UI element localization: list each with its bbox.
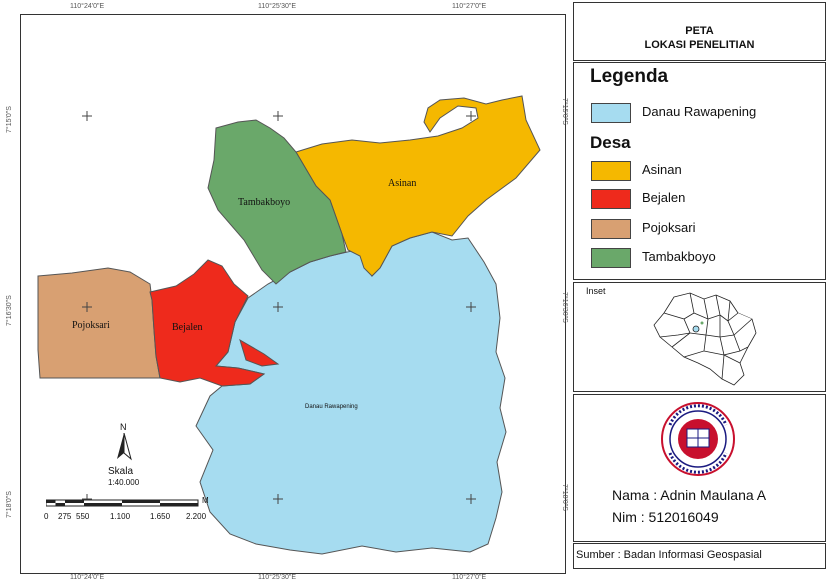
legend-swatch-pojoksari xyxy=(591,219,631,239)
legend-swatch-tambakboyo xyxy=(591,248,631,268)
north-arrow: N xyxy=(112,422,136,464)
label-tambakboyo: Tambakboyo xyxy=(238,197,291,208)
legend-swatch-lake xyxy=(591,103,631,123)
author-nim: Nim : 512016049 xyxy=(612,509,719,525)
graticule xyxy=(82,111,476,504)
title-line-2: LOKASI PENELITIAN xyxy=(644,39,755,51)
scale-ratio: 1:40.000 xyxy=(108,478,140,487)
lake-polygon[interactable] xyxy=(195,231,507,555)
legend-label-asinan: Asinan xyxy=(642,162,682,177)
desa-title: Desa xyxy=(590,133,631,152)
scale-tick-1: 275 xyxy=(58,512,72,521)
north-arrow-icon xyxy=(117,433,132,461)
scale-tick-4: 1.650 xyxy=(150,512,171,521)
bejalen-polygon[interactable] xyxy=(149,259,280,387)
tambakboyo-polygon[interactable] xyxy=(207,119,347,285)
coord-top-2: 110°25'30"E xyxy=(258,3,297,10)
coord-bottom-3: 110°27'0"E xyxy=(452,574,487,581)
university-logo xyxy=(661,402,735,476)
inset-map xyxy=(653,292,757,386)
title-line-1: PETA xyxy=(685,25,714,37)
legend-label-lake: Danau Rawapening xyxy=(642,104,757,119)
inset-label: Inset xyxy=(586,286,606,296)
label-bejalen: Bejalen xyxy=(172,322,203,333)
legend-label-bejalen: Bejalen xyxy=(642,190,686,205)
legend-swatch-asinan xyxy=(591,161,631,181)
scale-tick-3: 1.100 xyxy=(110,512,131,521)
legend-box: Legenda Danau Rawapening Desa Asinan Bej… xyxy=(573,62,826,280)
coord-bottom-2: 110°25'30"E xyxy=(258,574,297,581)
legend-swatch-bejalen xyxy=(591,189,631,209)
source-text: Sumber : Badan Informasi Geospasial xyxy=(576,549,762,561)
scale-tick-5: 2.200 xyxy=(186,512,207,521)
coord-top-3: 110°27'0"E xyxy=(452,3,487,10)
author-name: Nama : Adnin Maulana A xyxy=(612,487,767,503)
north-letter: N xyxy=(120,422,127,432)
title-box: PETA LOKASI PENELITIAN xyxy=(573,2,826,61)
scale-bar xyxy=(46,499,199,507)
map-canvas xyxy=(37,95,541,555)
inset-box: Inset xyxy=(573,282,826,392)
legend-label-pojoksari: Pojoksari xyxy=(642,220,696,235)
legend-title: Legenda xyxy=(590,66,669,87)
scale-unit: M xyxy=(202,496,209,505)
label-pojoksari: Pojoksari xyxy=(72,320,110,331)
label-asinan: Asinan xyxy=(388,178,417,189)
scale-tick-2: 550 xyxy=(76,512,90,521)
asinan-polygon[interactable] xyxy=(295,95,541,277)
legend-label-tambakboyo: Tambakboyo xyxy=(642,249,716,264)
label-lake: Danau Rawapening xyxy=(305,404,358,410)
scale-title: Skala xyxy=(108,466,134,477)
coord-top-1: 110°24'0"E xyxy=(70,3,105,10)
scale-tick-0: 0 xyxy=(44,512,49,521)
source-box: Sumber : Badan Informasi Geospasial xyxy=(573,543,826,569)
coord-bottom-1: 110°24'0"E xyxy=(70,574,105,581)
identity-box: Nama : Adnin Maulana A Nim : 512016049 xyxy=(573,394,826,542)
